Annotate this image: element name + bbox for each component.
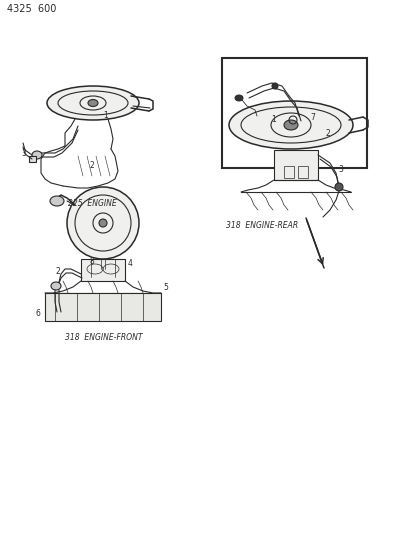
Text: 2: 2	[326, 128, 331, 138]
Text: 4: 4	[128, 260, 133, 269]
Bar	[45, 293, 161, 321]
Ellipse shape	[32, 151, 42, 159]
Ellipse shape	[229, 101, 353, 149]
Text: 318  ENGINE-FRONT: 318 ENGINE-FRONT	[65, 333, 142, 342]
Text: 225  ENGINE: 225 ENGINE	[68, 198, 117, 207]
Text: 2: 2	[55, 266, 60, 276]
Text: 318  ENGINE-REAR: 318 ENGINE-REAR	[226, 221, 298, 230]
Text: 3: 3	[338, 166, 343, 174]
Bar	[222, 58, 367, 168]
Text: 3: 3	[21, 149, 26, 157]
Bar	[298, 166, 308, 178]
Bar	[274, 150, 318, 180]
Text: 1: 1	[271, 116, 276, 125]
Ellipse shape	[67, 187, 139, 259]
Text: 6: 6	[35, 310, 40, 319]
Ellipse shape	[50, 196, 64, 206]
Ellipse shape	[51, 282, 61, 290]
Ellipse shape	[335, 183, 343, 191]
Text: 1: 1	[103, 110, 108, 119]
Text: 5: 5	[163, 282, 168, 292]
Ellipse shape	[47, 86, 139, 120]
Ellipse shape	[99, 219, 107, 227]
Bar	[29, 156, 36, 162]
Text: 4325  600: 4325 600	[7, 4, 56, 14]
Bar	[81, 259, 125, 281]
Ellipse shape	[235, 95, 243, 101]
Text: 2: 2	[90, 161, 95, 171]
Ellipse shape	[88, 100, 98, 107]
Ellipse shape	[272, 83, 278, 89]
Text: 8: 8	[89, 256, 94, 265]
Bar	[284, 166, 294, 178]
Text: 7: 7	[310, 114, 315, 123]
Ellipse shape	[284, 120, 298, 130]
